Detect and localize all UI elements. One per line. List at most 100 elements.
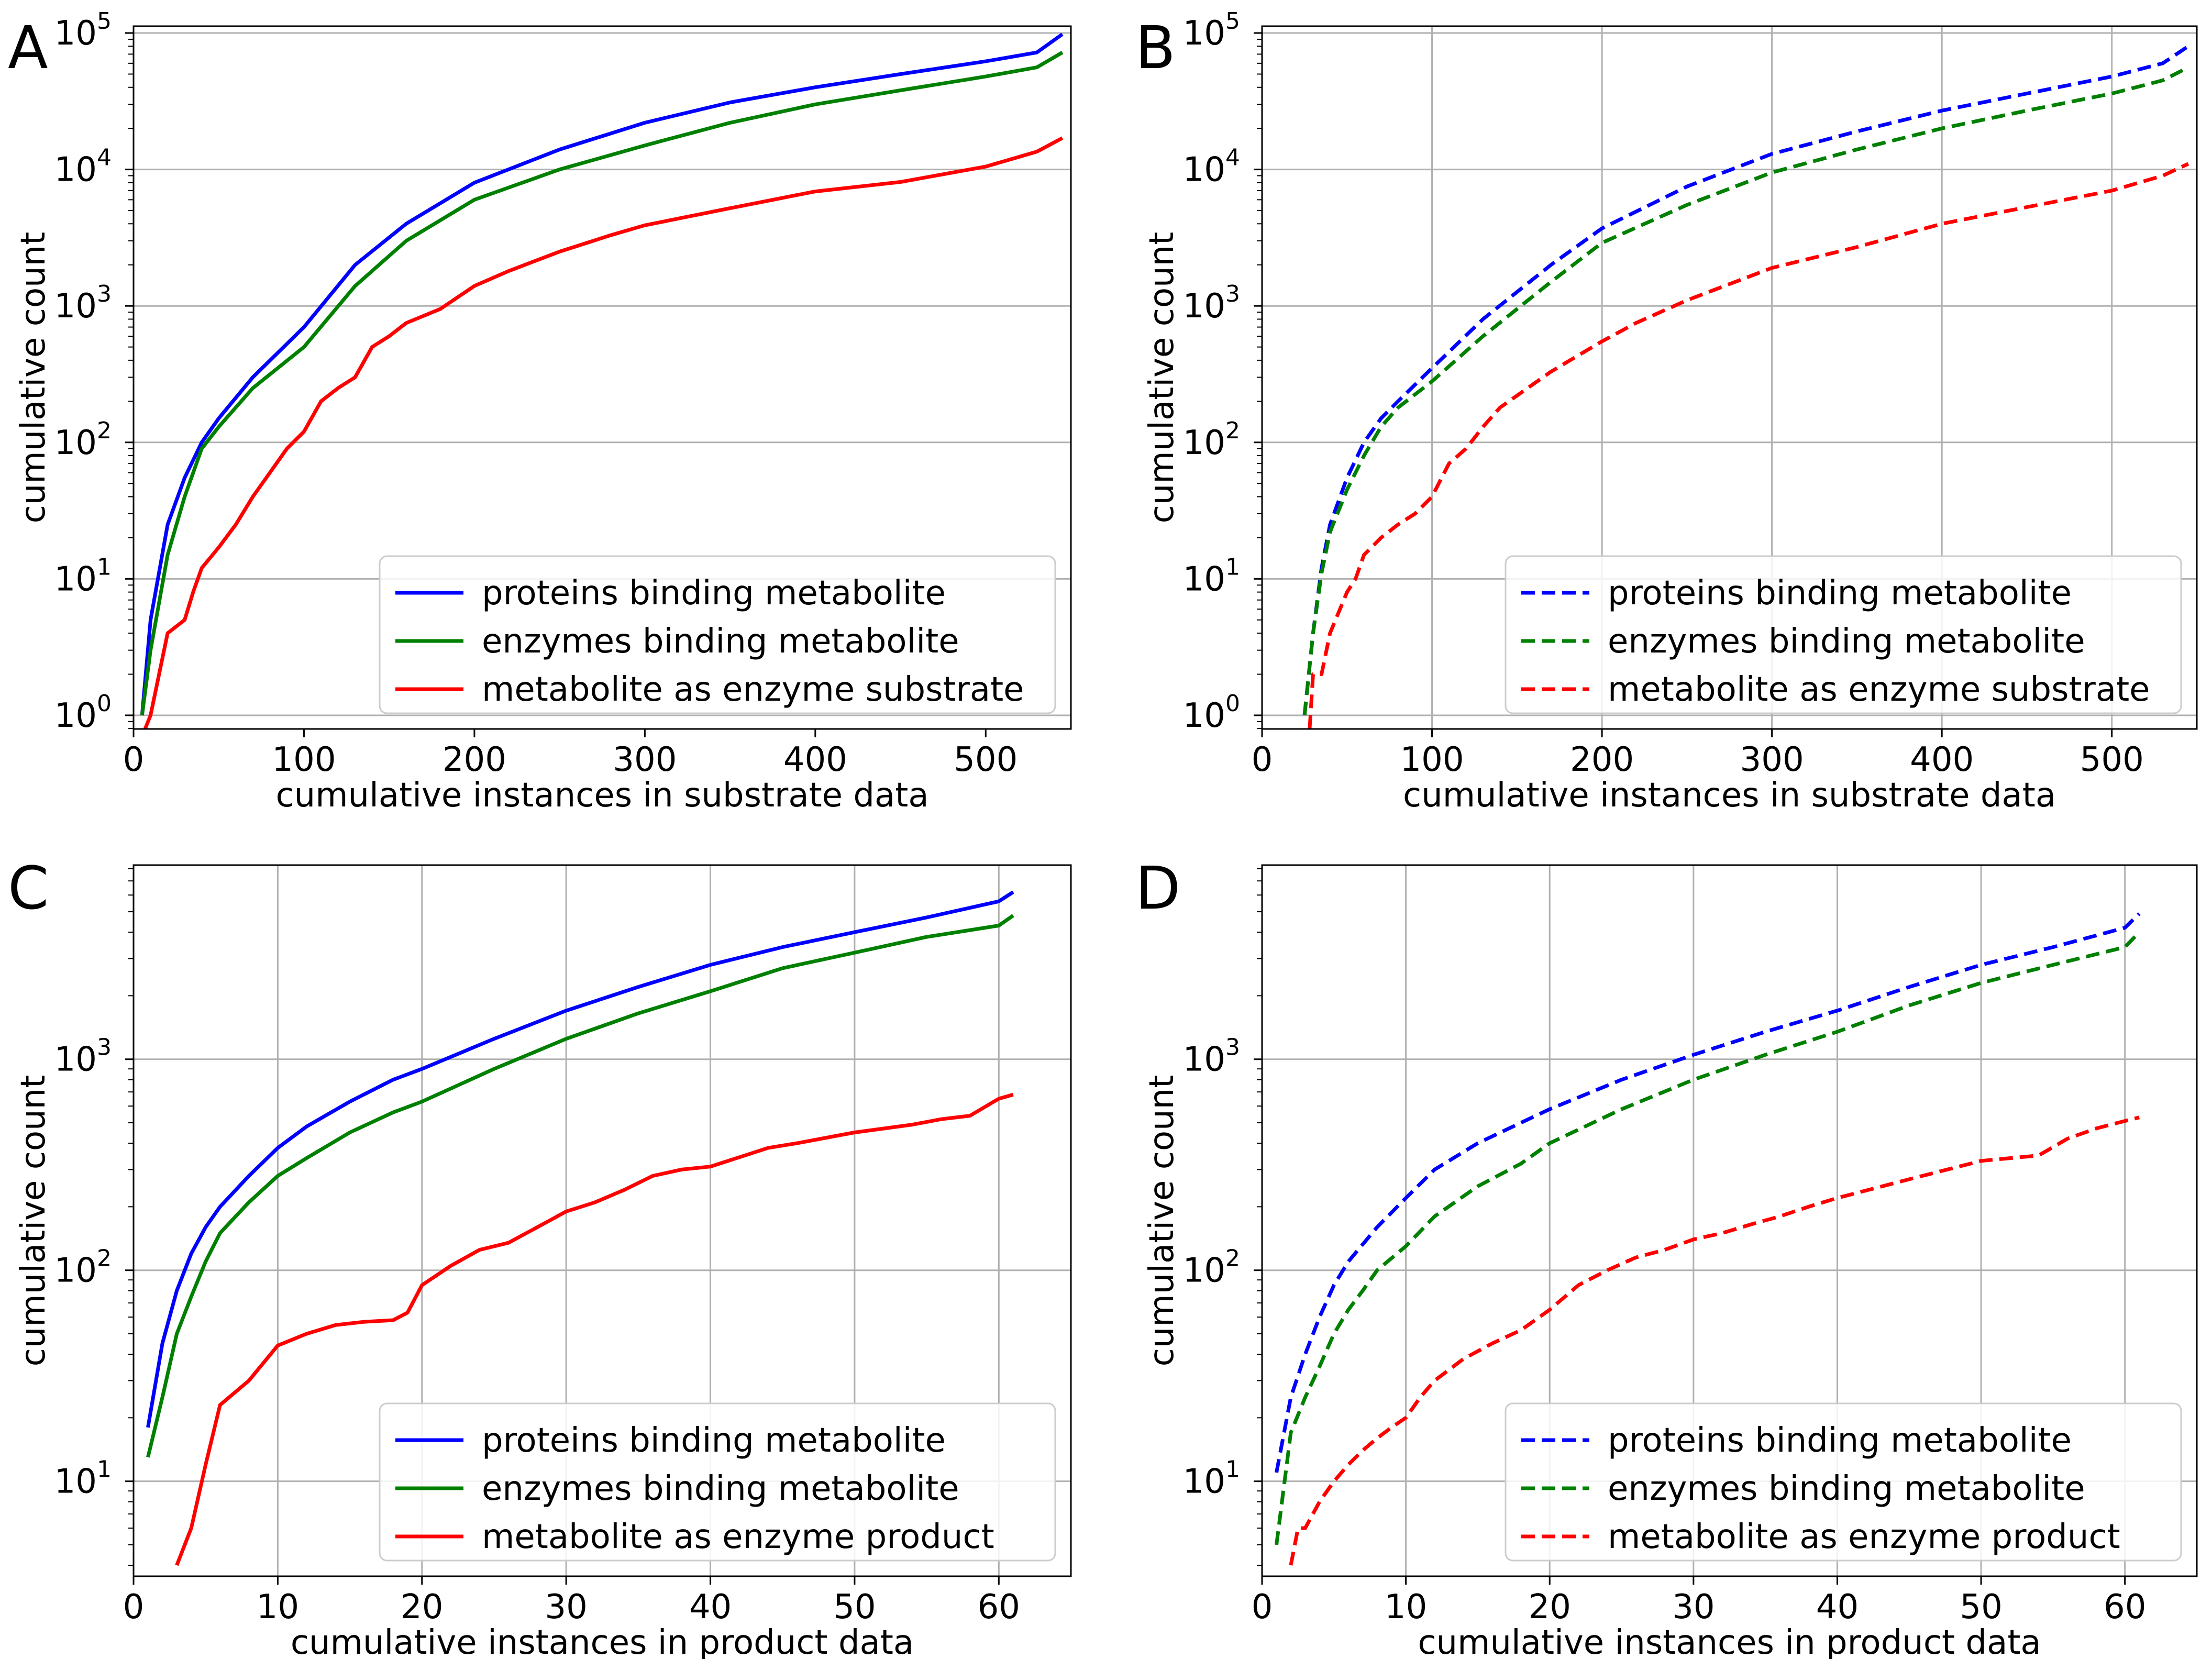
x-tick-label: 10 <box>257 1588 299 1627</box>
x-tick-label: 30 <box>1672 1588 1715 1627</box>
x-tick-label: 20 <box>1529 1588 1571 1627</box>
legend-box <box>379 1402 1056 1562</box>
series-line <box>1302 45 2189 716</box>
panel-letter: A <box>8 14 48 82</box>
x-tick-label: 400 <box>1910 740 1974 779</box>
series-line <box>175 1092 1014 1566</box>
series-line <box>1289 1115 2140 1566</box>
y-axis-label: cumulative count <box>14 1075 53 1367</box>
legend-label: metabolite as enzyme product <box>1608 1518 2120 1556</box>
x-tick-label: 500 <box>954 740 1017 779</box>
series-line <box>146 890 1014 1428</box>
y-tick-label: 104 <box>54 145 112 190</box>
y-ticks: 101 102 103 <box>54 1034 134 1501</box>
x-tick-label: 200 <box>1570 740 1634 779</box>
legend-label: enzymes binding metabolite <box>482 622 959 661</box>
axes-frame <box>132 864 1072 1577</box>
y-tick-label: 101 <box>54 554 112 599</box>
x-tick-label: 40 <box>1816 1588 1859 1627</box>
legend-label: proteins binding metabolite <box>482 1421 946 1460</box>
series-line <box>1308 162 2189 729</box>
legend-label: proteins binding metabolite <box>1608 574 2072 613</box>
panel-D: D 0 10 20 30 40 50 60 101 102 103 cumulative instan… <box>1135 855 2198 1659</box>
series-line <box>1275 912 2141 1473</box>
panel-letter: C <box>8 855 49 923</box>
series-line <box>140 32 1064 716</box>
series-line <box>140 51 1064 716</box>
axes-frame <box>132 25 1072 730</box>
series-group <box>140 32 1064 729</box>
panel-C: C 0 10 20 30 40 50 60 101 102 103 cumulative instan… <box>8 855 1072 1659</box>
grid <box>134 32 1071 716</box>
y-tick-label: 101 <box>54 1456 112 1501</box>
legend-box <box>1505 1402 2182 1562</box>
y-tick-label: 102 <box>1183 1245 1240 1290</box>
series-group <box>1275 912 2141 1566</box>
x-tick-label: 0 <box>123 740 145 779</box>
panel-B: B 0 100 200 300 400 500 100 101 102 103 104 105 cumul… <box>1135 8 2198 815</box>
axes-frame <box>1261 25 2198 730</box>
y-ticks: 100 101 102 103 104 105 <box>54 8 134 735</box>
x-tick-label: 30 <box>545 1588 587 1627</box>
series-line <box>1302 65 2189 716</box>
legend-label: metabolite as enzyme substrate <box>1608 670 2150 709</box>
x-tick-label: 0 <box>1252 1588 1273 1627</box>
y-tick-label: 103 <box>54 1034 112 1079</box>
y-tick-label: 100 <box>1183 690 1240 735</box>
y-tick-label: 104 <box>1183 145 1240 190</box>
x-tick-label: 60 <box>978 1588 1020 1627</box>
y-tick-label: 102 <box>54 1245 112 1290</box>
x-ticks: 0 100 200 300 400 500 <box>123 729 1017 779</box>
legend-label: enzymes binding metabolite <box>482 1469 959 1508</box>
x-tick-label: 300 <box>1740 740 1804 779</box>
minor-ticks <box>128 38 134 729</box>
series-line <box>146 914 1014 1458</box>
series-group <box>146 890 1014 1566</box>
x-tick-label: 50 <box>833 1588 876 1627</box>
x-axis-label: cumulative instances in substrate data <box>1403 776 2056 815</box>
x-axis-label: cumulative instances in product data <box>1418 1623 2041 1659</box>
legend: proteins binding metabolite enzymes bindi… <box>1505 1402 2182 1562</box>
legend-label: metabolite as enzyme substrate <box>482 670 1024 709</box>
legend-label: proteins binding metabolite <box>1608 1421 2072 1460</box>
y-ticks: 100 101 102 103 104 105 <box>1183 8 1262 735</box>
x-ticks: 0 100 200 300 400 500 <box>1252 729 2144 779</box>
x-tick-label: 60 <box>2104 1588 2146 1627</box>
x-tick-label: 0 <box>123 1588 145 1627</box>
legend-label: enzymes binding metabolite <box>1608 1469 2085 1508</box>
axes-frame <box>1261 864 2198 1577</box>
series-group <box>1302 45 2189 729</box>
x-tick-label: 10 <box>1385 1588 1427 1627</box>
x-tick-label: 0 <box>1252 740 1273 779</box>
x-tick-label: 100 <box>272 740 336 779</box>
x-tick-label: 50 <box>1960 1588 2002 1627</box>
minor-ticks <box>1257 38 1262 729</box>
legend-box <box>379 555 1056 714</box>
x-axis-label: cumulative instances in substrate data <box>275 776 928 815</box>
legend: proteins binding metabolite enzymes bindi… <box>379 555 1056 714</box>
panel-letter: B <box>1135 14 1176 82</box>
y-axis-label: cumulative count <box>1143 232 1181 524</box>
x-tick-label: 500 <box>2080 740 2144 779</box>
y-tick-label: 105 <box>54 8 112 53</box>
y-tick-label: 100 <box>54 690 112 735</box>
x-tick-label: 100 <box>1400 740 1464 779</box>
y-tick-label: 102 <box>1183 417 1240 462</box>
y-tick-label: 103 <box>54 281 112 326</box>
y-tick-label: 105 <box>1183 8 1240 53</box>
y-tick-label: 103 <box>1183 281 1240 326</box>
x-tick-label: 400 <box>783 740 847 779</box>
y-tick-label: 102 <box>54 417 112 462</box>
legend-label: enzymes binding metabolite <box>1608 622 2085 661</box>
x-axis-label: cumulative instances in product data <box>291 1623 914 1659</box>
y-axis-label: cumulative count <box>14 232 53 524</box>
y-tick-label: 101 <box>1183 554 1240 599</box>
y-axis-label: cumulative count <box>1143 1075 1181 1367</box>
legend-label: proteins binding metabolite <box>482 574 946 613</box>
panel-A: A 0 100 200 300 400 500 100 101 102 103 104 105 cumul… <box>8 8 1072 815</box>
y-ticks: 101 102 103 <box>1183 1034 1262 1501</box>
series-line <box>143 136 1064 729</box>
minor-ticks <box>1257 868 1262 1566</box>
x-tick-label: 200 <box>443 740 506 779</box>
